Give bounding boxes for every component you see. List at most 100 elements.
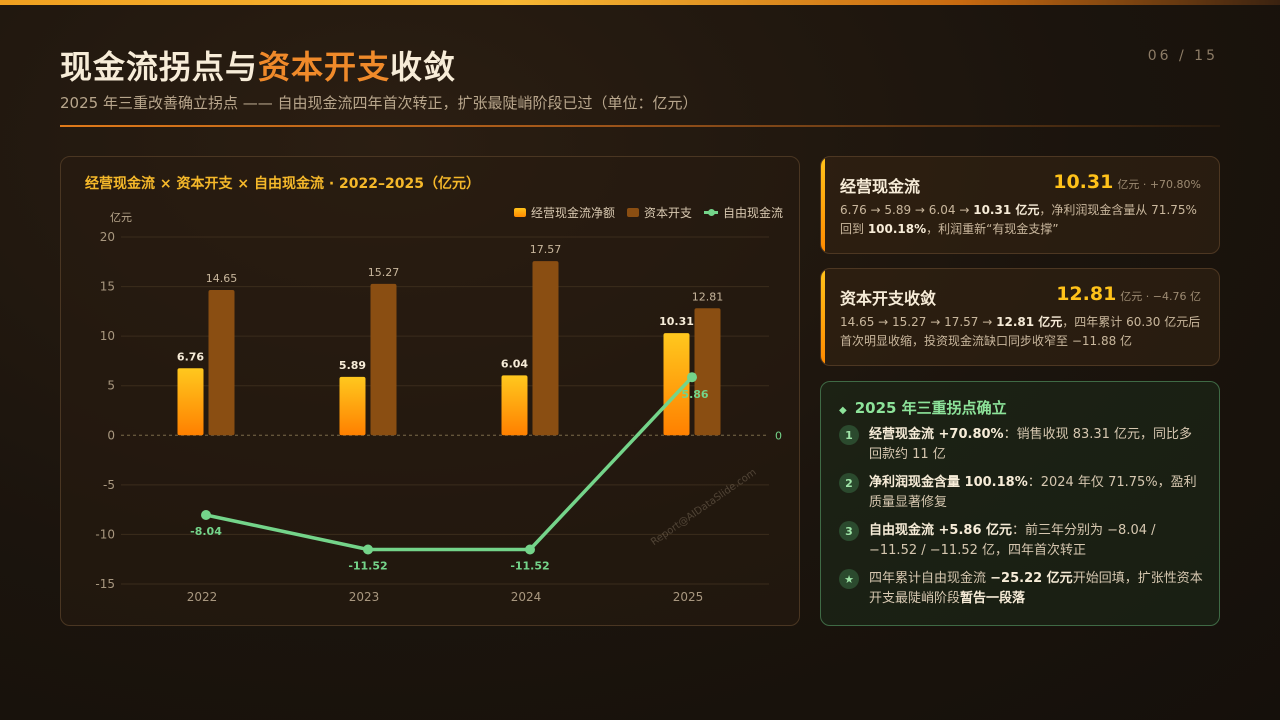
card-accent-bar [821, 269, 825, 365]
legend-swatch-ocf [513, 208, 526, 217]
title-highlight: 资本开支 [258, 48, 391, 86]
point-text: ：2024 年仅 71.75%，盈利质量显著修复 [869, 475, 1197, 510]
y-tick-label: -10 [95, 527, 115, 541]
ocf-desc-bold: 100.18% [867, 222, 927, 236]
summary-point: ★ 四年累计自由现金流 −25.22 亿元开始回填，扩张性资本开支最陡峭阶段暂告… [839, 569, 1205, 609]
bar-label-capex: 15.27 [368, 266, 400, 279]
star-icon: ★ [839, 569, 859, 589]
point-bold: 自由现金流 +5.86 亿元 [869, 523, 1013, 538]
y-tick-label: 15 [100, 280, 115, 294]
legend-item-ocf: 经营现金流净额 [513, 204, 615, 221]
bar-capex [694, 308, 721, 436]
bar-label-ocf: 6.04 [501, 357, 528, 370]
summary-point: 1 经营现金流 +70.80%：销售收现 83.31 亿元，同比多回款约 11 … [839, 425, 1205, 465]
capex-card-title: 资本开支收敛 [840, 289, 937, 308]
ocf-card-title: 经营现金流 [840, 177, 921, 196]
bar-ocf [339, 376, 366, 436]
fcf-point [525, 544, 535, 555]
page-title: 现金流拐点与资本开支收敛 [60, 42, 456, 88]
point-text: 四年累计自由现金流 [869, 571, 991, 586]
y-tick-label: 20 [100, 230, 115, 244]
fcf-point-label: -8.04 [190, 525, 222, 538]
x-tick-label: 2022 [187, 590, 218, 604]
legend-item-fcf: 自由现金流 [703, 204, 783, 221]
y-tick-label: 0 [107, 428, 115, 442]
y-axis-unit: 亿元 [110, 211, 132, 224]
point-text: ：前三年分别为 −8.04 / −11.52 / −11.52 亿，四年首次转正 [869, 523, 1156, 558]
number-badge: 2 [839, 473, 859, 493]
ocf-card-change: 亿元 · +70.80% [1117, 178, 1201, 191]
legend-label-capex: 资本开支 [643, 206, 692, 220]
summary-point: 2 净利润现金含量 100.18%：2024 年仅 71.75%，盈利质量显著修… [839, 473, 1205, 513]
summary-points: 1 经营现金流 +70.80%：销售收现 83.31 亿元，同比多回款约 11 … [839, 425, 1205, 617]
header-divider [60, 125, 1220, 127]
diamond-icon: ◆ [839, 405, 847, 416]
point-bold: 经营现金流 +70.80% [869, 427, 1004, 442]
y-tick-label: 10 [100, 329, 115, 343]
summary-point-text: 经营现金流 +70.80%：销售收现 83.31 亿元，同比多回款约 11 亿 [869, 425, 1205, 465]
point-bold: −25.22 亿元 [990, 571, 1073, 586]
bar-capex [208, 290, 235, 436]
bar-ocf [663, 333, 690, 436]
ocf-desc-part: 6.76 → 5.89 → 6.04 → [840, 203, 974, 217]
summary-card: ◆ 2025 年三重拐点确立 1 经营现金流 +70.80%：销售收现 83.31… [820, 381, 1220, 626]
legend-label-ocf: 经营现金流净额 [530, 206, 615, 220]
legend-label-fcf: 自由现金流 [722, 206, 783, 220]
ocf-desc-part: ，利润重新“有现金支撑” [926, 222, 1059, 236]
capex-desc-part: ，四年累计 60.30 亿元后首次明显收缩，投资现金流缺口同步收窄至 −11.8… [840, 315, 1201, 348]
fcf-point-label: -11.52 [510, 559, 549, 572]
bar-label-capex: 14.65 [206, 272, 238, 285]
ocf-card: 经营现金流 10.31 亿元 · +70.80% 6.76 → 5.89 → 6… [820, 156, 1220, 254]
point-bold: 暂告一段落 [960, 591, 1026, 606]
bar-label-capex: 17.57 [530, 243, 562, 256]
title-part-1: 现金流拐点与 [60, 48, 259, 86]
fcf-point [201, 509, 211, 520]
bar-ocf [501, 375, 528, 436]
bar-label-ocf: 10.31 [659, 315, 694, 328]
legend-swatch-fcf [703, 208, 718, 216]
fcf-point [687, 372, 697, 383]
ocf-desc-bold: 10.31 亿元 [973, 203, 1040, 217]
capex-card-value: 12.81 [1056, 283, 1117, 305]
capex-card-description: 14.65 → 15.27 → 17.57 → 12.81 亿元，四年累计 60… [840, 313, 1203, 351]
point-text: ：销售收现 83.31 亿元，同比多回款约 11 亿 [869, 427, 1193, 462]
ocf-card-value: 10.31 [1053, 171, 1114, 193]
top-accent-bar [0, 0, 1280, 5]
zero-marker-label: 0 [775, 429, 782, 442]
bar-ocf [177, 368, 204, 436]
legend-swatch-capex [626, 208, 639, 217]
summary-title: ◆ 2025 年三重拐点确立 [839, 397, 1007, 418]
x-tick-label: 2025 [673, 590, 704, 604]
capex-desc-part: 14.65 → 15.27 → 17.57 → [840, 315, 997, 329]
bar-capex [532, 261, 559, 436]
bar-label-capex: 12.81 [692, 290, 724, 303]
page-subtitle: 2025 年三重改善确立拐点 —— 自由现金流四年首次转正，扩张最陡峭阶段已过（… [60, 94, 698, 112]
summary-point: 3 自由现金流 +5.86 亿元：前三年分别为 −8.04 / −11.52 /… [839, 521, 1205, 561]
chart-legend: 经营现金流净额 资本开支 自由现金流 [513, 204, 783, 221]
page-number: 06 / 15 [1147, 48, 1218, 64]
number-badge: 1 [839, 425, 859, 445]
point-text: 开始回填，扩张性资本开支最陡峭阶段 [869, 571, 1203, 606]
x-tick-label: 2024 [511, 590, 542, 604]
fcf-line [205, 375, 694, 552]
capex-card: 资本开支收敛 12.81 亿元 · −4.76 亿 14.65 → 15.27 … [820, 268, 1220, 366]
bar-label-ocf: 5.89 [339, 359, 366, 372]
card-accent-bar [821, 157, 825, 253]
title-part-3: 收敛 [390, 48, 457, 86]
y-tick-label: -5 [103, 478, 115, 492]
summary-point-text: 净利润现金含量 100.18%：2024 年仅 71.75%，盈利质量显著修复 [869, 473, 1205, 513]
summary-point-text: 四年累计自由现金流 −25.22 亿元开始回填，扩张性资本开支最陡峭阶段暂告一段… [869, 569, 1205, 609]
capex-desc-bold: 12.81 亿元 [996, 315, 1063, 329]
bar-label-ocf: 6.76 [177, 350, 204, 363]
chart-title: 经营现金流 × 资本开支 × 自由现金流 · 2022–2025（亿元） [85, 176, 480, 192]
bar-capex [370, 283, 397, 436]
ocf-desc-part: ，净利润现金含量从 71.75% 回到 [840, 203, 1197, 236]
fcf-point [363, 544, 373, 555]
y-tick-label: 5 [107, 379, 115, 393]
number-badge: 3 [839, 521, 859, 541]
summary-point-text: 自由现金流 +5.86 亿元：前三年分别为 −8.04 / −11.52 / −… [869, 521, 1205, 561]
y-tick-label: -15 [95, 577, 115, 591]
summary-title-text: 2025 年三重拐点确立 [854, 399, 1007, 417]
ocf-card-description: 6.76 → 5.89 → 6.04 → 10.31 亿元，净利润现金含量从 7… [840, 201, 1203, 239]
legend-item-capex: 资本开支 [626, 204, 692, 221]
